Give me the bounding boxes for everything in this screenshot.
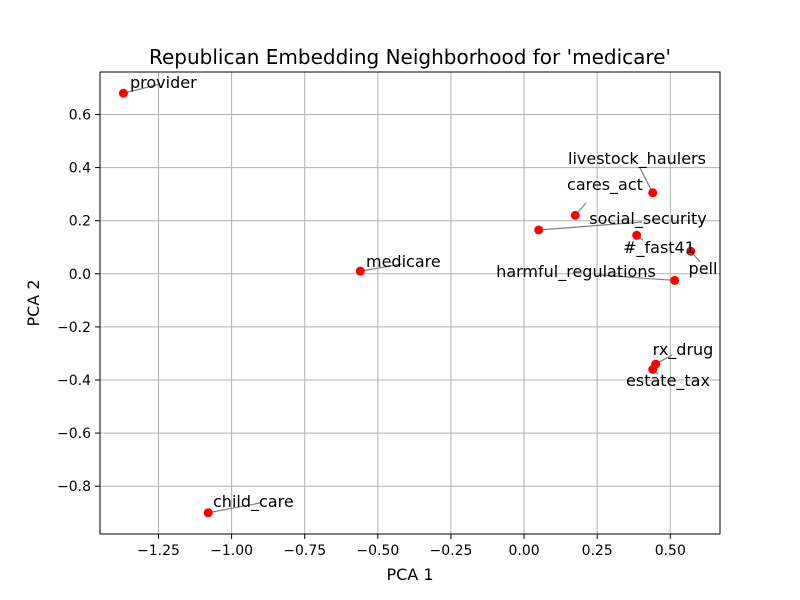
x-tick-label: −0.50	[356, 543, 399, 559]
data-point	[648, 188, 658, 198]
x-tick-label: −0.75	[283, 543, 326, 559]
data-point	[670, 275, 680, 285]
point-label: provider	[130, 73, 197, 92]
leader-line	[538, 221, 643, 231]
data-point	[686, 246, 696, 256]
data-point	[534, 225, 544, 235]
y-tick-label: −0.4	[57, 373, 91, 389]
point-label: medicare	[366, 252, 441, 271]
y-tick-label: −0.8	[57, 479, 91, 495]
leader-line	[360, 263, 403, 272]
leader-line	[208, 502, 261, 514]
data-point	[648, 364, 658, 374]
point-label: #_fast41	[623, 238, 695, 258]
y-tick-label: −0.2	[57, 320, 91, 336]
y-tick-label: 0.6	[69, 107, 91, 123]
leader-line	[639, 167, 654, 194]
data-point	[570, 210, 580, 220]
point-label: pell	[689, 259, 718, 278]
point-label: livestock_haulers	[568, 149, 706, 169]
x-tick-label: −0.25	[429, 543, 472, 559]
point-labels: provider medicare child_care livestock_haul…	[130, 73, 717, 512]
point-label: rx_drug	[653, 340, 714, 360]
point-label: harmful_regulations	[496, 262, 656, 282]
chart-title: Republican Embedding Neighborhood for 'm…	[149, 45, 671, 69]
point-label: child_care	[213, 492, 294, 512]
leader-line	[123, 83, 161, 94]
y-tick-label: 0.0	[69, 267, 91, 283]
data-point	[203, 508, 213, 518]
axis-ticks: −1.25 −1.00 −0.75 −0.50 −0.25 0.00 0.25 0.50 0.6…	[57, 107, 686, 559]
x-tick-label: 0.25	[582, 543, 613, 559]
leader-line	[599, 274, 675, 282]
point-label: cares_act	[567, 175, 643, 195]
y-axis-label: PCA 2	[24, 279, 43, 326]
x-tick-label: −1.00	[210, 543, 253, 559]
y-tick-label: 0.2	[69, 214, 91, 230]
grid-lines	[100, 72, 720, 534]
data-point	[632, 230, 642, 240]
x-tick-label: −1.25	[137, 543, 180, 559]
point-label: estate_tax	[626, 371, 710, 391]
y-tick-label: −0.6	[57, 426, 91, 442]
point-label: social_security	[589, 209, 707, 229]
x-tick-label: 0.50	[655, 543, 686, 559]
x-axis-label: PCA 1	[386, 565, 433, 584]
data-points	[118, 88, 696, 518]
leader-lines	[123, 83, 701, 514]
y-tick-label: 0.4	[69, 161, 91, 177]
data-point	[118, 88, 128, 98]
x-tick-label: 0.00	[508, 543, 539, 559]
plot-frame	[99, 71, 721, 535]
data-point	[355, 266, 365, 276]
